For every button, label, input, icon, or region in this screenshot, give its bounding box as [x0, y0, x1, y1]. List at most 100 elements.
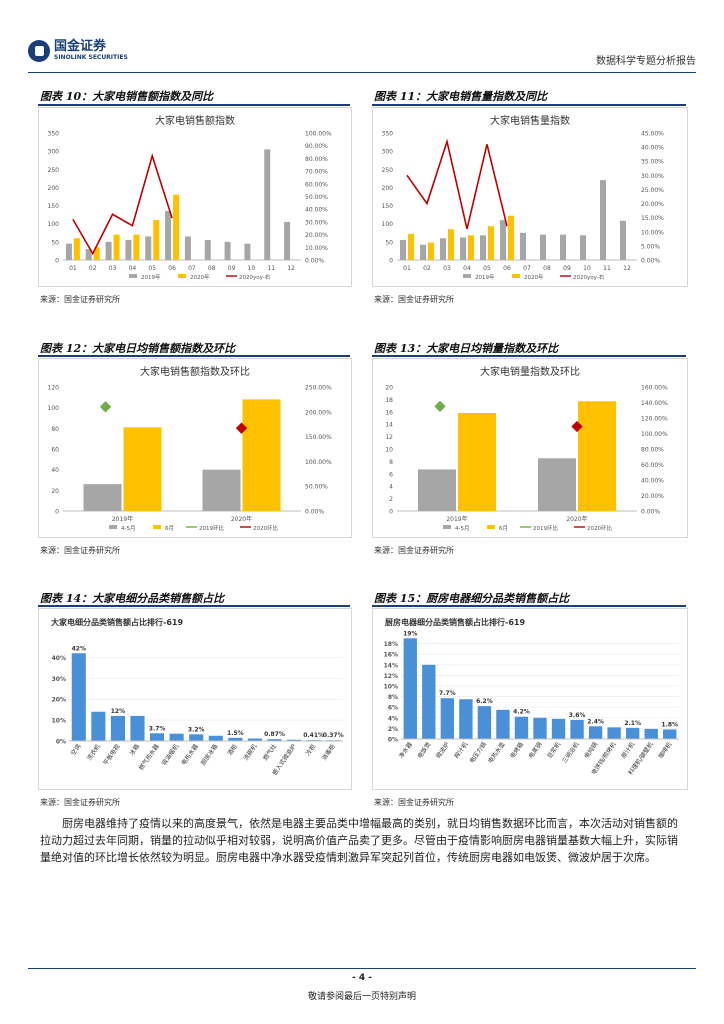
legend-label: 2019年: [141, 273, 161, 281]
x-tick-label: 06: [168, 265, 176, 272]
y-tick-label: 0%: [388, 737, 398, 744]
legend-label: 6月: [499, 525, 508, 532]
y-tick-label: 2%: [388, 726, 398, 733]
bar-2019: [202, 469, 241, 511]
data-label: 2.4%: [587, 718, 604, 725]
legend-swatch: [512, 274, 520, 278]
bar-2019: [600, 180, 606, 260]
y-tick-label: 14: [385, 422, 393, 429]
y-tick-label: 80: [51, 426, 59, 433]
x-tick-label: 02: [89, 265, 97, 272]
fig11-source: 来源：国金证券研究所: [374, 295, 454, 304]
bar-2020: [488, 226, 494, 260]
fig12-chart-box: 大家电销售额指数及环比 0 20 40 60 80 100 120 0.00% 50.00% 100…: [38, 358, 352, 538]
category-bar: [440, 698, 455, 739]
y2-tick-label: 0.00%: [641, 509, 660, 516]
y-tick-label: 150: [382, 203, 394, 210]
category-bar: [228, 737, 243, 741]
page-header: 国金证券 SINOLINK SECURITIES 数据科学专题分析报告: [28, 40, 696, 70]
bar-2020: [458, 413, 496, 511]
legend-label: 2020年: [524, 273, 544, 281]
legend-label: 4-5月: [455, 525, 469, 532]
y2-tick-label: 40.00%: [641, 145, 664, 152]
x-tick-label: 04: [463, 265, 471, 272]
y-tick-label: 30%: [52, 676, 66, 683]
y-tick-label: 16: [385, 409, 393, 416]
x-tick-label: 2019年: [112, 515, 133, 523]
x-tick-label: 11: [603, 265, 611, 272]
page-number: - 4 -: [352, 973, 372, 983]
legend-label: 2020环比: [587, 524, 612, 532]
data-label: 42%: [72, 645, 86, 652]
legend-swatch: [153, 525, 161, 529]
footer-divider: [28, 968, 696, 969]
y2-tick-label: 100.00%: [641, 431, 668, 438]
data-label: 12%: [111, 708, 125, 715]
x-tick-label: 12: [623, 265, 631, 272]
report-type: 数据科学专题分析报告: [596, 56, 696, 67]
legend-swatch: [443, 525, 451, 529]
y2-tick-label: 50.00%: [305, 194, 328, 201]
data-label: 1.8%: [661, 721, 678, 728]
x-tick-label: 01: [403, 265, 411, 272]
y-tick-label: 300: [382, 149, 394, 156]
fig10-rule: [38, 104, 350, 106]
fig13-title: 图表 13：大家电日均销量指数及环比: [374, 342, 559, 355]
category-bar: [403, 638, 417, 739]
body-paragraph: 厨房电器维持了疫情以来的高度景气，依然是电器主要品类中增幅最高的类别，就日均销售…: [40, 817, 678, 864]
fig13-chart-box: 大家电销量指数及环比 0 2 4 6 8 10 12 14 16 18 20 0.00% 20.00% 40…: [372, 358, 688, 538]
y2-tick-label: 200.00%: [305, 409, 332, 416]
y-tick-label: 8%: [388, 694, 398, 701]
bar-2019: [400, 240, 406, 260]
x-tick-label: 电热水器: [180, 743, 200, 767]
y2-tick-label: 120.00%: [641, 416, 668, 423]
x-tick-label: 08: [543, 265, 551, 272]
data-label: 3.7%: [149, 725, 166, 732]
category-bar: [625, 727, 640, 739]
x-tick-label: 冰箱: [128, 743, 141, 757]
footer-disclaimer: 敬请参阅最后一页特别声明: [307, 992, 416, 1002]
y2-tick-label: 15.00%: [641, 215, 664, 222]
bar-2019: [65, 243, 72, 260]
x-tick-label: 01: [69, 265, 77, 272]
x-tick-label: 吸油烟机: [160, 743, 180, 767]
x-tick-label: 10: [248, 265, 256, 272]
y2-tick-label: 20.00%: [641, 201, 664, 208]
logo-icon: [28, 40, 50, 62]
category-bar: [150, 733, 165, 741]
category-bar: [110, 715, 125, 741]
y-tick-label: 200: [382, 185, 394, 192]
bar-2020: [73, 238, 80, 260]
bar-2019: [244, 243, 251, 260]
header-divider: [28, 72, 696, 73]
y-tick-label: 100: [48, 221, 60, 228]
x-tick-label: 电蒸锅: [527, 741, 544, 760]
data-label: 7.7%: [439, 690, 456, 697]
y2-tick-label: 160.00%: [641, 385, 668, 392]
category-bar: [208, 735, 223, 741]
fig10-title: 图表 10：大家电销售额指数及同比: [40, 90, 214, 103]
bar-2019: [83, 484, 122, 511]
y-tick-label: 14%: [384, 662, 398, 669]
y-tick-label: 12: [385, 434, 393, 441]
y-tick-label: 350: [382, 131, 394, 138]
bar-2020: [173, 194, 180, 260]
bar-2020: [448, 229, 454, 260]
category-bar: [663, 729, 677, 739]
y2-tick-label: 30.00%: [641, 173, 664, 180]
chart-title: 大家电销售额指数及环比: [140, 365, 250, 378]
data-label: 3.2%: [188, 726, 205, 733]
y2-tick-label: 20.00%: [305, 232, 328, 239]
fig15-title: 图表 15：厨房电器细分品类销售额占比: [374, 592, 570, 605]
bar-2019: [418, 469, 456, 511]
bar-2020: [93, 247, 100, 260]
x-tick-label: 豆浆机: [545, 741, 562, 760]
y2-tick-label: 60.00%: [305, 181, 328, 188]
y-tick-label: 2: [389, 496, 393, 503]
bar-2020: [428, 242, 434, 260]
x-tick-label: 原汁机: [619, 741, 636, 760]
y-tick-label: 4%: [388, 715, 398, 722]
y2-tick-label: 150.00%: [305, 434, 332, 441]
category-bar: [459, 699, 473, 739]
legend-label: 2020yoy-右: [573, 273, 605, 281]
